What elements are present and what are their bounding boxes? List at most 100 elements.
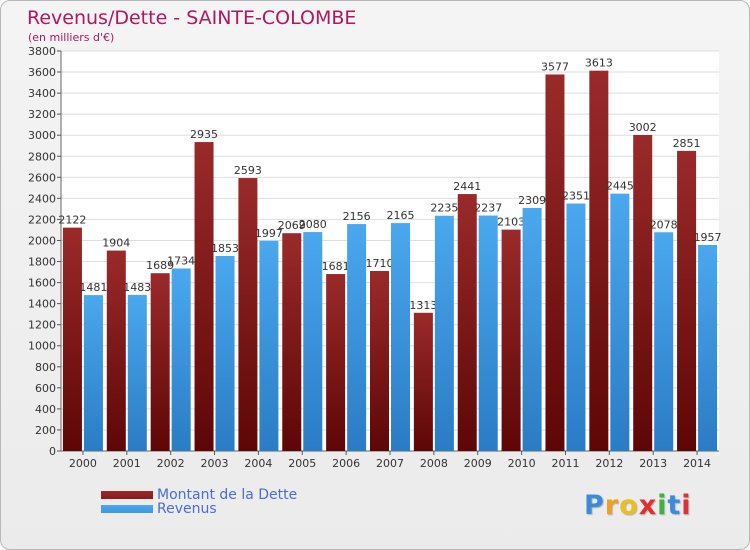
y-tick-label: 1000 bbox=[28, 340, 56, 353]
x-tick-label: 2008 bbox=[420, 457, 448, 470]
y-tick-label: 2600 bbox=[28, 171, 56, 184]
data-label-revenue: 1957 bbox=[694, 231, 722, 244]
x-tick-label: 2007 bbox=[376, 457, 404, 470]
y-tick-label: 200 bbox=[35, 424, 56, 437]
bar-revenue bbox=[610, 193, 630, 451]
bar-revenue bbox=[391, 223, 410, 451]
data-label-debt: 2593 bbox=[234, 164, 262, 177]
legend-swatch-revenue bbox=[101, 505, 153, 513]
bar-debt bbox=[370, 271, 389, 451]
data-label-revenue: 2445 bbox=[606, 180, 634, 193]
y-tick-label: 0 bbox=[49, 445, 56, 458]
x-tick-label: 2002 bbox=[157, 457, 185, 470]
logo-letter: t bbox=[667, 490, 682, 521]
bar-revenue bbox=[347, 224, 367, 451]
x-tick-label: 2004 bbox=[244, 457, 272, 470]
y-tick-label: 2800 bbox=[28, 150, 56, 163]
y-tick-label: 3000 bbox=[28, 129, 56, 142]
bar-debt bbox=[501, 229, 521, 451]
data-label-revenue: 1734 bbox=[167, 254, 195, 267]
x-tick-label: 2003 bbox=[201, 457, 229, 470]
data-label-revenue: 2309 bbox=[518, 194, 546, 207]
x-tick-label: 2012 bbox=[595, 457, 623, 470]
data-label-debt: 2851 bbox=[673, 137, 701, 150]
x-tick-label: 2010 bbox=[508, 457, 536, 470]
bar-revenue bbox=[566, 203, 586, 451]
y-tick-label: 3400 bbox=[28, 87, 56, 100]
logo-letter: P bbox=[584, 490, 605, 521]
bar-debt bbox=[457, 194, 477, 452]
chart-subtitle: (en milliers d'€) bbox=[28, 31, 115, 44]
data-label-debt: 3613 bbox=[585, 57, 613, 70]
y-tick-label: 600 bbox=[35, 382, 56, 395]
bar-debt bbox=[413, 312, 433, 451]
x-tick-label: 2013 bbox=[639, 457, 667, 470]
data-label-debt: 2935 bbox=[190, 128, 218, 141]
bar-revenue bbox=[171, 268, 191, 451]
x-tick-label: 2005 bbox=[288, 457, 316, 470]
data-label-debt: 1689 bbox=[146, 259, 174, 272]
bar-debt bbox=[589, 70, 609, 452]
y-tick-label: 1400 bbox=[28, 298, 56, 311]
y-tick-label: 3200 bbox=[28, 108, 56, 121]
y-tick-label: 2000 bbox=[28, 234, 56, 247]
legend-swatch-debt bbox=[101, 491, 153, 499]
y-tick-label: 3800 bbox=[28, 45, 56, 58]
proxiti-logo: Proxiti bbox=[584, 490, 692, 521]
y-tick-label: 1600 bbox=[28, 277, 56, 290]
logo-letter: r bbox=[604, 490, 620, 521]
bar-revenue bbox=[259, 240, 279, 451]
x-tick-label: 2011 bbox=[551, 457, 579, 470]
x-tick-label: 2006 bbox=[332, 457, 360, 470]
y-tick-label: 2200 bbox=[28, 213, 56, 226]
plot-area bbox=[61, 51, 719, 451]
bar-debt bbox=[238, 178, 258, 452]
data-label-debt: 1710 bbox=[366, 257, 394, 270]
x-tick-label: 2009 bbox=[464, 457, 492, 470]
data-label-revenue: 1997 bbox=[255, 227, 283, 240]
bar-debt bbox=[282, 233, 302, 451]
data-label-debt: 2122 bbox=[58, 214, 86, 227]
bar-revenue bbox=[478, 215, 498, 451]
bar-revenue bbox=[654, 232, 674, 451]
data-label-revenue: 1483 bbox=[123, 281, 151, 294]
legend-label-revenue: Revenus bbox=[157, 501, 217, 517]
bar-debt bbox=[62, 227, 82, 451]
x-tick-label: 2001 bbox=[113, 457, 141, 470]
data-label-revenue: 1481 bbox=[79, 281, 107, 294]
data-label-debt: 3002 bbox=[629, 121, 657, 134]
logo-letter: i bbox=[657, 490, 668, 521]
bar-debt bbox=[106, 250, 126, 451]
data-label-revenue: 2351 bbox=[562, 190, 590, 203]
data-label-debt: 1313 bbox=[409, 299, 437, 312]
data-label-debt: 2103 bbox=[497, 216, 525, 229]
bar-debt bbox=[677, 150, 697, 452]
data-label-revenue: 2156 bbox=[343, 210, 371, 223]
bar-debt bbox=[545, 74, 565, 451]
bar-debt bbox=[150, 273, 170, 451]
data-label-debt: 3577 bbox=[541, 60, 569, 73]
data-label-revenue: 2165 bbox=[387, 209, 415, 222]
bar-revenue bbox=[698, 245, 718, 451]
bar-debt bbox=[326, 274, 346, 451]
y-tick-label: 2400 bbox=[28, 192, 56, 205]
data-label-debt: 2441 bbox=[453, 180, 481, 193]
x-tick-label: 2014 bbox=[683, 457, 711, 470]
bar-debt bbox=[194, 142, 214, 452]
bar-revenue bbox=[127, 294, 147, 451]
bar-debt bbox=[633, 135, 653, 451]
y-tick-label: 800 bbox=[35, 361, 56, 374]
data-label-debt: 1681 bbox=[322, 260, 350, 273]
data-label-revenue: 2078 bbox=[650, 218, 678, 231]
y-tick-label: 1200 bbox=[28, 319, 56, 332]
bar-revenue bbox=[522, 207, 542, 451]
data-label-revenue: 1853 bbox=[211, 242, 239, 255]
data-label-debt: 2069 bbox=[278, 219, 306, 232]
data-label-revenue: 2235 bbox=[430, 202, 458, 215]
data-label-revenue: 2237 bbox=[474, 202, 502, 215]
chart-title: Revenus/Dette - SAINTE-COLOMBE bbox=[27, 7, 357, 29]
bar-revenue bbox=[83, 295, 103, 451]
x-tick-label: 2000 bbox=[69, 457, 97, 470]
legend-label-debt: Montant de la Dette bbox=[157, 487, 298, 503]
